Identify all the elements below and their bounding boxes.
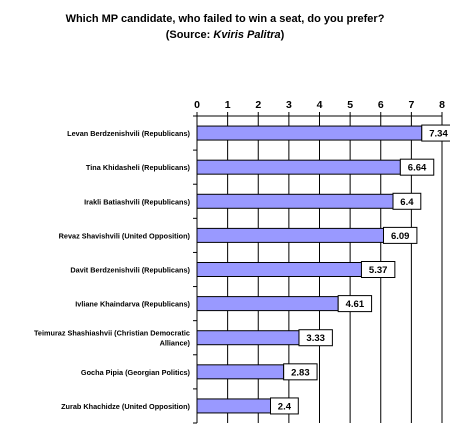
category-label: Tina Khidasheli (Republicans)	[86, 163, 191, 172]
chart-title-source-name: Kviris Palitra	[213, 29, 280, 41]
x-tick-label: 0	[194, 99, 200, 111]
data-label-box	[383, 226, 418, 244]
category-label: Levan Berdzenishvili (Republicans)	[67, 129, 190, 138]
data-label-box	[392, 192, 422, 210]
bar	[196, 262, 362, 277]
data-label-box	[270, 397, 299, 415]
x-tick-label: 1	[225, 99, 231, 111]
x-tick-label: 8	[439, 99, 445, 111]
data-label: 4.61	[346, 299, 365, 310]
category-label: Revaz Shavishvili (United Opposition)	[59, 231, 191, 240]
data-label: 5.37	[369, 265, 388, 276]
data-label-box	[399, 158, 435, 176]
x-tick-label: 7	[408, 99, 414, 111]
x-tick-label: 6	[378, 99, 384, 111]
data-label: 6.09	[391, 231, 410, 242]
chart-title-source-suffix: )	[281, 29, 285, 41]
bar	[196, 296, 339, 312]
chart-title-line2: (Source: Kviris Palitra)	[166, 29, 285, 41]
x-tick-label: 3	[286, 99, 292, 111]
data-label: 6.4	[400, 197, 414, 208]
x-tick-label: 2	[255, 99, 261, 111]
data-label: 2.4	[278, 401, 292, 412]
category-label: Zurab Khachidze (United Opposition)	[61, 402, 190, 411]
data-label: 3.33	[306, 333, 325, 344]
data-label-box	[337, 295, 373, 313]
bar	[196, 330, 300, 346]
data-label-box	[283, 363, 318, 381]
category-label: Ivliane Khaindarva (Republicans)	[75, 300, 190, 309]
bar	[196, 364, 285, 380]
bar	[196, 398, 271, 414]
bar	[196, 193, 394, 209]
plot-area: 0 1 2 3 4 5 6 7 8 Levan Berdzenishvili (Republica…	[34, 99, 450, 424]
data-label: 7.34	[429, 129, 448, 140]
category-label: Gocha Pipia (Georgian Politics)	[81, 368, 191, 377]
data-label-box	[298, 329, 333, 347]
category-label: Irakli Batiashvili (Republicans)	[84, 197, 190, 206]
data-label-box	[360, 261, 396, 278]
category-label: Davit Berdzenishvili (Republicans)	[70, 266, 190, 275]
bar	[196, 125, 423, 141]
chart-title-line1: Which MP candidate, who failed to win a …	[66, 13, 385, 25]
x-tick-label: 5	[347, 99, 353, 111]
data-label-box	[421, 124, 450, 142]
category-label: Teimuraz Shashiashvii (Christian Democra…	[34, 329, 191, 348]
bar	[196, 159, 401, 175]
data-label: 6.64	[408, 163, 427, 174]
chart-title-source-prefix: (Source:	[166, 29, 214, 41]
bar	[196, 227, 385, 243]
data-label: 2.83	[291, 367, 310, 378]
x-tick-label: 4	[317, 99, 323, 111]
